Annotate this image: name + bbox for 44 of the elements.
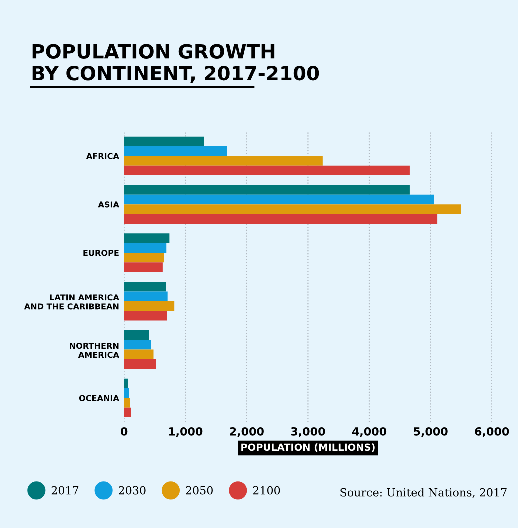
- x-tick-label: 3,000: [291, 427, 326, 438]
- bar: [124, 311, 168, 321]
- bar: [124, 388, 130, 398]
- x-tick-label: 2,000: [230, 427, 264, 438]
- x-tick-label: 6,000: [475, 427, 510, 438]
- chart-title: POPULATION GROWTH BY CONTINENT, 2017-2100: [32, 44, 320, 84]
- bar: [124, 282, 166, 292]
- bar: [124, 340, 152, 350]
- bar: [124, 359, 156, 370]
- bar: [124, 398, 130, 408]
- legend-label: 2030: [119, 486, 146, 495]
- bar: [124, 292, 168, 302]
- bar: [124, 350, 154, 360]
- x-tick-label: 1,000: [169, 427, 203, 438]
- legend-label: 2017: [52, 486, 79, 495]
- bar: [124, 156, 323, 166]
- x-tick-label: 0: [120, 427, 128, 436]
- x-tick-label: 5,000: [414, 427, 448, 438]
- bar: [124, 243, 167, 253]
- bar: [124, 136, 204, 147]
- legend-label: 2050: [186, 486, 213, 495]
- y-tick-label: LATIN AMERICA AND THE CARIBBEAN: [24, 294, 120, 310]
- bar: [124, 253, 164, 263]
- bar: [124, 301, 175, 312]
- bar: [124, 146, 228, 156]
- bar: [124, 234, 170, 244]
- y-tick-label: EUROPE: [84, 250, 119, 256]
- y-tick-label: NORTHERN AMERICA: [70, 342, 120, 358]
- bar: [124, 330, 150, 340]
- source-note: Source: United Nations, 2017: [340, 488, 507, 498]
- x-tick-label: 4,000: [352, 427, 387, 438]
- bar: [124, 194, 434, 205]
- bar: [124, 185, 410, 195]
- y-tick-label: OCEANIA: [79, 395, 120, 402]
- bar: [124, 262, 163, 272]
- bar: [124, 204, 462, 214]
- bar: [124, 166, 410, 176]
- bar: [124, 214, 438, 224]
- legend-label: 2100: [253, 486, 280, 495]
- bar: [124, 408, 132, 418]
- y-tick-label: ASIA: [98, 202, 120, 208]
- x-axis-title: POPULATION (MILLIONS): [242, 444, 375, 452]
- bar: [124, 378, 128, 389]
- y-tick-label: AFRICA: [86, 153, 120, 160]
